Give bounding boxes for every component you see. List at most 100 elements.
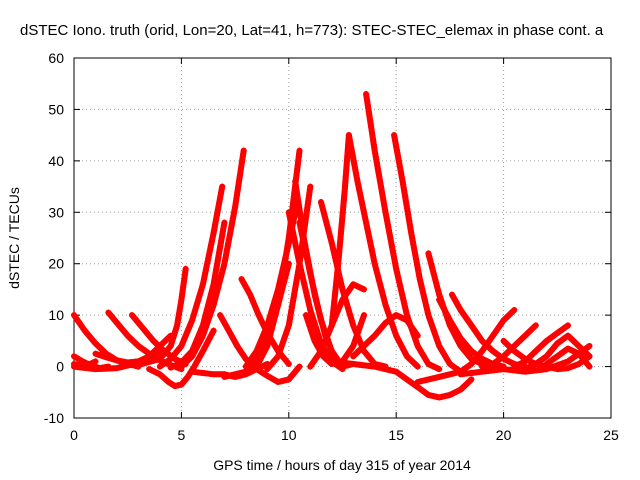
data-point [122,358,129,365]
data-point [426,256,433,263]
data-point [199,281,206,288]
data-point [349,152,356,159]
data-point [170,334,177,341]
data-point [206,313,213,320]
data-point [360,286,367,293]
data-point [381,298,388,305]
data-point [263,325,270,332]
data-point [221,257,228,264]
data-point [267,331,274,338]
data-point [392,140,399,147]
data-point [294,252,301,259]
data-point [416,273,423,280]
data-point [327,325,334,332]
data-series [543,345,593,370]
data-point [261,328,268,335]
data-point [213,266,220,273]
data-point [111,356,118,363]
data-point [321,213,328,220]
data-point [178,343,185,349]
data-point [346,308,353,315]
data-point [384,221,391,228]
data-point [346,135,353,142]
data-point [219,266,226,273]
data-point [437,299,444,306]
data-point [297,222,304,229]
data-point [377,281,384,288]
data-point [258,336,265,343]
data-point [365,231,372,238]
data-point [390,250,397,257]
data-point [446,391,453,398]
data-point [245,289,252,295]
data-point [398,169,405,176]
data-point [311,291,318,298]
data-point [401,190,408,197]
data-point [261,348,268,355]
data-point [233,370,240,377]
data-point [428,392,435,399]
data-point [208,290,215,297]
data-point [238,276,245,283]
data-point [348,146,355,153]
data-point [401,187,408,194]
data-point [440,304,447,311]
data-point [103,354,110,361]
data-point [386,233,393,240]
data-point [442,309,449,316]
data-point [276,350,283,357]
data-point [291,235,298,241]
data-point [275,353,282,360]
data-point [186,323,193,329]
series-trace [449,291,529,370]
data-point [391,327,398,334]
data-point [258,317,265,324]
data-point [337,302,344,309]
data-point [208,307,215,314]
data-point [316,311,323,318]
data-point [211,275,218,282]
data-point [325,331,332,337]
data-point [373,159,380,166]
data-point [426,253,433,260]
data-point [147,358,154,365]
data-point [423,303,430,310]
data-point [209,287,216,294]
data-point [428,320,435,327]
data-point [399,294,406,301]
data-point [206,298,213,305]
data-point [87,361,94,367]
data-point [202,343,209,349]
data-point [421,297,428,304]
data-point [389,247,396,254]
data-series [363,91,443,373]
data-point [292,284,299,291]
data-point [374,364,381,371]
data-point [391,256,398,263]
data-point [412,337,419,344]
data-point [223,248,230,255]
data-point [191,363,198,370]
data-point [345,305,352,312]
data-point [410,241,417,248]
data-point [217,243,224,250]
y-tick-label: 10 [48,307,64,323]
data-series [156,183,226,370]
data-point [551,365,558,372]
data-point [331,316,338,323]
data-point [351,163,358,170]
data-point [228,332,235,339]
data-point [232,340,239,347]
data-point [292,240,299,247]
data-point [430,375,437,382]
data-point [218,186,225,193]
x-tick-label: 0 [70,427,78,443]
data-point [351,340,358,347]
data-point [305,320,312,327]
data-point [430,363,437,370]
data-point [312,294,319,301]
data-point [259,333,266,340]
data-point [431,273,438,280]
data-point [310,318,317,325]
data-point [565,365,572,372]
